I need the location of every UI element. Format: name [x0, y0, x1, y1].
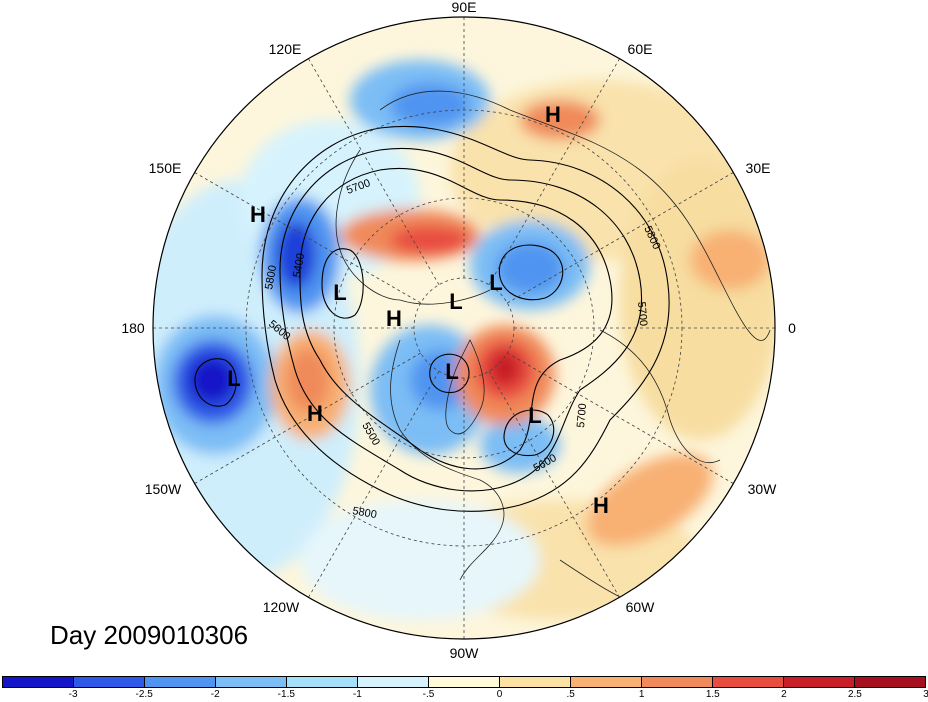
colorbar-tick-label: 0	[496, 689, 503, 700]
colorbar-tick-label: .5	[566, 689, 575, 700]
colorbar-swatch	[784, 677, 855, 687]
lon-label-30w: 30W	[748, 481, 778, 497]
pressure-centers: H H H H H L L L L L L	[227, 102, 609, 518]
colorbar-tick-label: -3	[68, 689, 78, 700]
colorbar-ticks: -3 -2.5 -2 -1.5 -1 -.5 0 .5 1 1.5 2 2.5 3	[2, 689, 928, 702]
lon-label-30e: 30E	[746, 160, 771, 176]
map-title: Day 2009010306	[50, 620, 249, 650]
map-boundary	[152, 16, 776, 640]
low-center-marker: L	[449, 289, 462, 314]
high-center-marker: H	[250, 202, 266, 227]
contour-label: 5800	[351, 505, 377, 521]
colorbar-swatch	[145, 677, 216, 687]
lon-label-180: 180	[121, 320, 145, 336]
high-center-marker: H	[386, 306, 402, 331]
meridian-line	[488, 371, 620, 598]
lon-label-90e: 90E	[452, 0, 477, 15]
meridian-line	[507, 172, 734, 304]
low-center-marker: L	[489, 270, 502, 295]
colorbar-tick-label: -.5	[422, 689, 435, 700]
meridian-line	[488, 58, 620, 285]
lon-label-150w: 150W	[145, 481, 182, 497]
lon-label-60e: 60E	[628, 41, 653, 57]
colorbar-tick-label: 1	[638, 689, 645, 700]
lon-label-0: 0	[788, 320, 796, 336]
colorbar-swatch	[855, 677, 925, 687]
contour-label: 5700	[635, 301, 649, 326]
colorbar-tick-label: -2	[210, 689, 220, 700]
colorbar	[2, 676, 926, 688]
high-center-marker: H	[307, 401, 323, 426]
low-center-marker: L	[528, 403, 541, 428]
colorbar-swatch	[287, 677, 358, 687]
meridian-line	[194, 172, 421, 304]
colorbar-swatch	[358, 677, 429, 687]
colorbar-swatch	[216, 677, 287, 687]
low-center-marker: L	[333, 280, 346, 305]
colorbar-swatch	[713, 677, 784, 687]
lon-label-60w: 60W	[626, 599, 656, 615]
anomaly-shading	[153, 17, 775, 639]
meridian-line	[308, 58, 440, 285]
height-contours	[194, 126, 670, 512]
colorbar-tick-label: -1.5	[277, 689, 295, 700]
colorbar-tick-label: -2.5	[135, 689, 153, 700]
colorbar-swatch	[642, 677, 713, 687]
colorbar-tick-label: 2.5	[847, 689, 862, 700]
longitude-labels: 90E 60E 30E 0 30W 60W 90W 120W 150W 180 …	[121, 0, 796, 661]
lon-label-150e: 150E	[149, 160, 182, 176]
meridian-line	[308, 371, 440, 598]
low-center-marker: L	[227, 366, 240, 391]
contour-label: 5700	[575, 403, 589, 428]
high-center-marker: H	[593, 493, 609, 518]
contour-label: 5400	[291, 252, 307, 278]
high-center-marker: H	[545, 102, 561, 127]
low-center-marker: L	[445, 359, 458, 384]
colorbar-tick-label: -1	[352, 689, 362, 700]
colorbar-swatch	[429, 677, 500, 687]
colorbar-swatch	[74, 677, 145, 687]
colorbar-tick-label: 1.5	[705, 689, 720, 700]
meridian-line	[194, 352, 421, 484]
colorbar-tick-label: 3	[923, 689, 928, 700]
colorbar-swatch	[571, 677, 642, 687]
colorbar-swatch	[3, 677, 74, 687]
lon-label-120w: 120W	[263, 599, 300, 615]
contour-label: 5800	[263, 264, 279, 290]
meridian-line	[507, 352, 734, 484]
graticule	[153, 17, 775, 639]
lon-label-120e: 120E	[269, 41, 302, 57]
lon-label-90w: 90W	[450, 645, 480, 661]
colorbar-swatch	[500, 677, 571, 687]
colorbar-tick-label: 2	[781, 689, 787, 700]
